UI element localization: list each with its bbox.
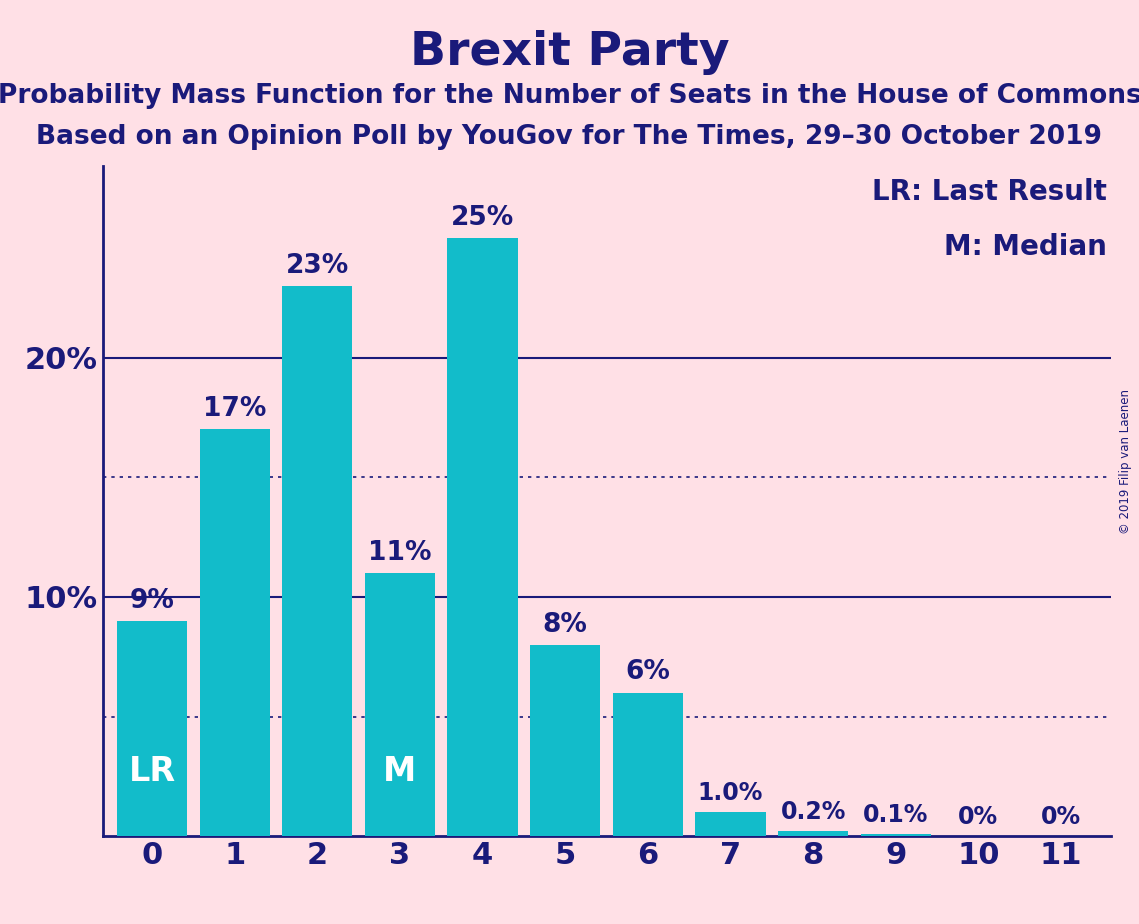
Text: 25%: 25% [451,205,514,231]
Text: 9%: 9% [130,588,174,614]
Text: 0.2%: 0.2% [780,800,846,824]
Text: 17%: 17% [203,396,267,422]
Text: 23%: 23% [286,253,349,279]
Bar [364,573,435,836]
Bar [778,832,849,836]
Bar [613,693,683,836]
Text: LR: Last Result: LR: Last Result [871,178,1106,206]
Bar [199,430,270,836]
Bar [282,286,352,836]
Text: 6%: 6% [625,660,670,686]
Text: 8%: 8% [543,612,588,638]
Bar [695,812,765,836]
Text: © 2019 Filip van Laenen: © 2019 Filip van Laenen [1118,390,1132,534]
Text: Brexit Party: Brexit Party [410,30,729,75]
Text: Probability Mass Function for the Number of Seats in the House of Commons: Probability Mass Function for the Number… [0,83,1139,109]
Text: 11%: 11% [368,540,432,565]
Text: LR: LR [129,756,175,788]
Bar [117,621,187,836]
Text: M: Median: M: Median [943,234,1106,261]
Text: 0%: 0% [958,805,999,829]
Bar [448,238,518,836]
Bar [861,833,931,836]
Bar [530,645,600,836]
Text: 0.1%: 0.1% [863,803,928,827]
Text: Based on an Opinion Poll by YouGov for The Times, 29–30 October 2019: Based on an Opinion Poll by YouGov for T… [36,124,1103,150]
Text: 1.0%: 1.0% [698,781,763,805]
Text: M: M [384,756,417,788]
Text: 0%: 0% [1041,805,1081,829]
